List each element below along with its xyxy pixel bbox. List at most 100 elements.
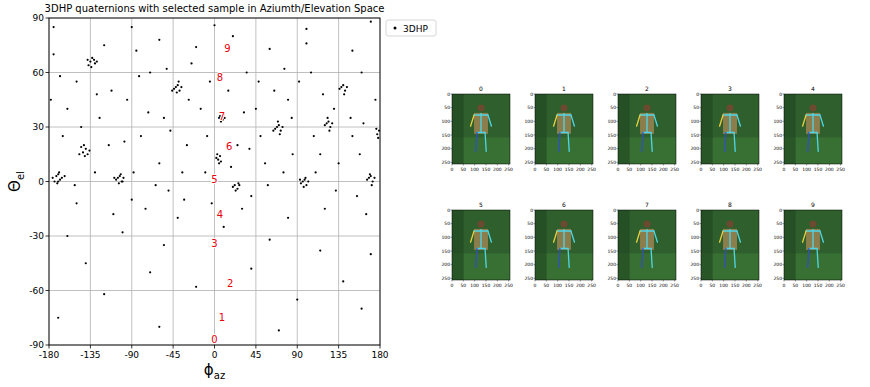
photo-wall-shade [618,210,630,280]
panel-frame [452,94,510,164]
tick-label-x: 50 [792,283,798,288]
tick-y [451,94,453,95]
tick-x [640,164,641,166]
tick-label-x: 200 [576,167,585,172]
tick-label-x: 150 [482,167,491,172]
tick-label-y: 200 [773,262,782,267]
data-point [362,122,364,124]
tick-y [534,94,536,95]
skeleton-bone [803,115,806,126]
tick-y [534,135,536,136]
tick-label-x: 250 [587,283,596,288]
person-body [723,229,737,250]
skeleton-bone [737,115,740,126]
data-point [278,124,280,126]
tick-label-x: 250 [836,283,845,288]
tick-label-x: 100 [636,283,645,288]
data-point [121,231,123,233]
data-point [52,26,54,28]
tick-x [557,164,558,166]
data-point [287,217,289,219]
data-point [123,140,125,142]
tick-y [534,121,536,122]
data-point [206,135,208,137]
data-point [313,135,315,137]
skeleton-bone [563,114,564,133]
skeleton-bone [651,249,652,268]
skeleton-bone [637,231,640,242]
tick-y [617,121,619,122]
tick-label-x: 50 [709,167,715,172]
data-point [93,59,95,61]
data-point [304,177,306,179]
data-point [83,144,85,146]
tick-label-x: 200 [493,167,502,172]
tick-label-y: 200 [690,262,699,267]
tick-x [131,345,132,349]
tick-label-y: -60 [29,286,44,296]
tick-label-y: 250 [773,160,782,165]
data-point [255,108,257,110]
tick-label-x: 150 [565,283,574,288]
data-point [177,84,179,86]
tick-label-y: 200 [773,146,782,151]
tick-y [534,264,536,265]
data-point [96,93,98,95]
data-point [163,244,165,246]
tick-y [617,135,619,136]
tick-label-x: 100 [719,283,728,288]
tick-x [701,164,702,166]
skeleton-bone [471,231,474,242]
tick-label-x: 0 [212,350,218,360]
data-point [144,208,146,210]
tick-y [783,237,785,238]
tick-label-x: 200 [742,283,751,288]
data-point [300,182,302,184]
tick-y [700,210,702,211]
tick-label-y: 50 [527,221,533,226]
tick-x [580,164,581,166]
tick-label-x: 50 [626,283,632,288]
legend-box [386,20,436,36]
data-point [183,199,185,201]
data-point [149,71,151,73]
data-point [176,91,178,93]
data-point [375,128,377,130]
skeleton-bone [808,249,809,268]
tick-label-y: 0 [779,208,782,213]
skeleton-bone [806,114,820,115]
data-point [343,93,345,95]
tick-label-y: 150 [524,249,533,254]
data-point [218,162,220,164]
data-point [126,99,128,101]
data-point [163,117,165,119]
person-head [810,221,817,228]
tick-label-y: 250 [524,276,533,281]
data-point [328,130,330,132]
data-point [78,153,80,155]
skeleton-bone [474,114,488,115]
panel-title: 0 [479,85,483,92]
skeleton-bone [559,249,560,268]
person-body [557,229,571,250]
data-point [138,75,140,77]
image-panel [535,94,593,164]
tick-y [451,107,453,108]
data-point [175,86,177,88]
tick-label-y: 150 [690,133,699,138]
tick-y [451,264,453,265]
data-point [274,128,276,130]
tick-x [452,164,453,166]
person-head [810,105,817,112]
tick-y [700,223,702,224]
tick-label-x: 150 [731,167,740,172]
tick-y [617,210,619,211]
tick-x [840,280,841,282]
photo-wall-shade [535,210,547,280]
person-body [723,113,737,134]
tick-x [463,164,464,166]
tick-label-y: 50 [610,221,616,226]
data-point [351,135,353,137]
tick-y [534,210,536,211]
data-point [180,86,182,88]
